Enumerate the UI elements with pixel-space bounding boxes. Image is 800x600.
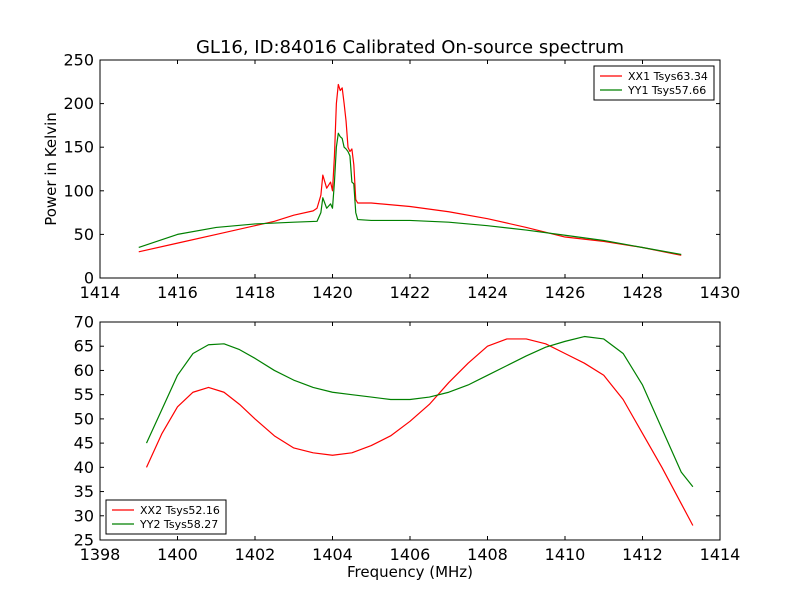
- x-tick-label: 1424: [467, 283, 508, 302]
- x-tick-label: 1422: [390, 283, 431, 302]
- y-axis-label: Power in Kelvin: [42, 112, 60, 226]
- x-axis-label: Frequency (MHz): [347, 563, 473, 581]
- chart-title: GL16, ID:84016 Calibrated On-source spec…: [196, 37, 624, 58]
- x-tick-label: 1416: [157, 283, 198, 302]
- series-line-1: [138, 83, 682, 256]
- x-tick-label: 1406: [390, 545, 431, 564]
- y-tick-label: 25: [74, 531, 94, 550]
- y-tick-label: 200: [63, 94, 94, 113]
- y-tick-label: 70: [74, 313, 94, 332]
- x-tick-label: 1400: [157, 545, 198, 564]
- x-tick-label: 1418: [235, 283, 276, 302]
- x-tick-label: 1412: [622, 545, 663, 564]
- x-tick-label: 1408: [467, 545, 508, 564]
- y-tick-label: 0: [84, 269, 94, 288]
- bottom-panel: 1398 1400 1402 1404 1406 1408 1410 1412 1414 25 30…: [74, 313, 741, 582]
- y-tick-label: 45: [74, 434, 94, 453]
- y-tick-label: 150: [63, 138, 94, 157]
- x-tick-label: 1430: [700, 283, 741, 302]
- y-tick-label: 40: [74, 458, 94, 477]
- y-tick-label: 100: [63, 181, 94, 200]
- y-tick-label: 65: [74, 337, 94, 356]
- x-tick-label: 1410: [545, 545, 586, 564]
- y-tick-label: 50: [74, 409, 94, 428]
- top-panel: 1414 1416 1418 1420 1422 1424 1426 1428 1430 0 50 1…: [42, 51, 740, 303]
- legend-label: YY1 Tsys57.66: [627, 84, 706, 97]
- legend-box: [593, 65, 715, 101]
- x-tick-label: 1414: [700, 545, 741, 564]
- y-tick-label: 60: [74, 361, 94, 380]
- legend-label: XX1 Tsys63.34: [628, 70, 708, 83]
- series-line-2: [138, 132, 682, 256]
- x-tick-label: 1426: [545, 283, 586, 302]
- legend-label: YY2 Tsys58.27: [139, 518, 218, 531]
- y-tick-label: 250: [63, 51, 94, 70]
- series-line-1: [145, 338, 694, 526]
- x-tick-label: 1398: [80, 545, 121, 564]
- x-tick-label: 1404: [312, 545, 353, 564]
- y-tick-label: 30: [74, 506, 94, 525]
- x-tick-label: 1420: [312, 283, 353, 302]
- x-tick-label: 1402: [235, 545, 276, 564]
- x-tick-label: 1414: [80, 283, 121, 302]
- legend-label: XX2 Tsys52.16: [140, 504, 220, 517]
- y-tick-label: 50: [74, 225, 94, 244]
- series-line-2: [145, 335, 694, 488]
- x-tick-label: 1428: [622, 283, 663, 302]
- legend-box: [105, 499, 227, 535]
- y-tick-label: 35: [74, 482, 94, 501]
- y-tick-label: 55: [74, 385, 94, 404]
